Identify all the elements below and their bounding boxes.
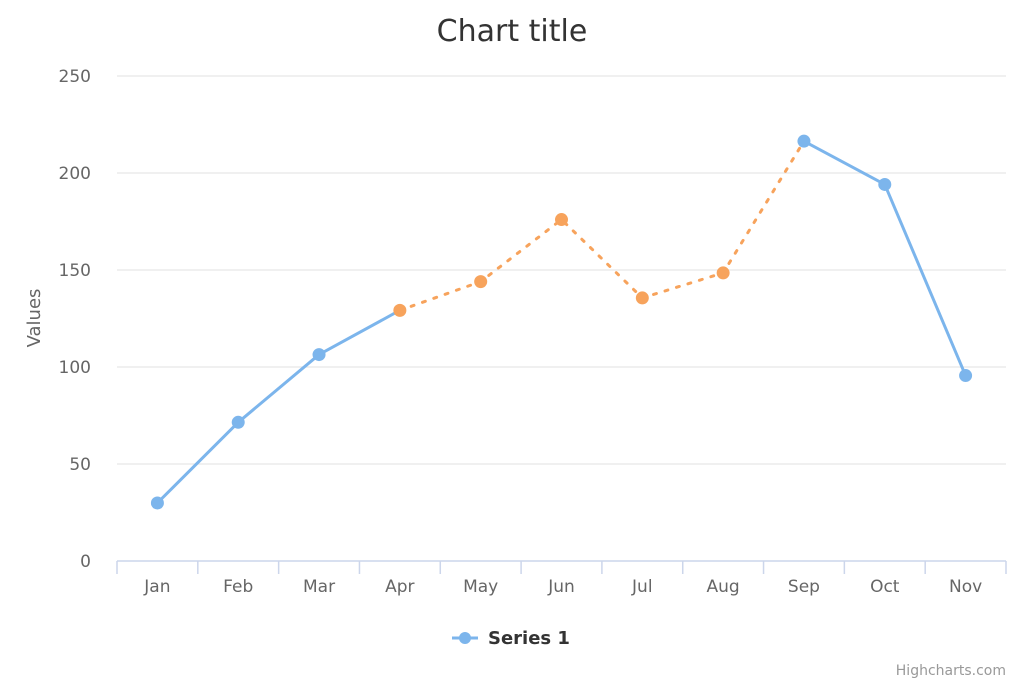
data-point-jan[interactable] — [150, 496, 164, 510]
data-point-oct[interactable] — [878, 177, 892, 191]
x-tick-label: Jul — [631, 577, 653, 597]
x-tick-label: Sep — [788, 577, 820, 597]
x-tick-label: Oct — [870, 577, 900, 597]
x-tick-label: Jan — [143, 577, 170, 597]
x-axis: Jan Feb Mar Apr May Jun Jul Aug Sep Oct Nov — [116, 560, 1007, 597]
data-point-may[interactable] — [474, 275, 488, 289]
y-tick-label: 50 — [69, 455, 91, 475]
legend[interactable]: Series 1 — [452, 628, 570, 649]
data-point-sep[interactable] — [797, 134, 811, 148]
series-line-solid — [156, 309, 401, 505]
legend-item-series-1[interactable]: Series 1 — [488, 628, 570, 649]
x-tick-label: Aug — [707, 577, 740, 597]
series-line-dotted — [398, 139, 806, 312]
x-tick-label: Nov — [949, 577, 982, 597]
y-tick-label: 150 — [59, 261, 91, 281]
data-point-aug[interactable] — [716, 266, 730, 280]
data-point-apr[interactable] — [393, 303, 407, 317]
y-tick-label: 200 — [59, 164, 91, 184]
grid-lines — [117, 75, 1006, 465]
x-tick-label: May — [463, 577, 498, 597]
credits-link[interactable]: Highcharts.com — [896, 663, 1006, 679]
series-points — [150, 134, 973, 510]
x-tick-label: Mar — [303, 577, 335, 597]
series-lines — [156, 139, 967, 505]
data-point-nov[interactable] — [959, 369, 973, 383]
y-axis-ticks: 0 50 100 150 200 250 — [59, 67, 91, 572]
chart-title: Chart title — [437, 14, 588, 49]
data-point-jul[interactable] — [635, 291, 649, 305]
x-tick-label: Apr — [385, 577, 414, 597]
data-point-mar[interactable] — [312, 348, 326, 362]
y-axis-title: Values — [24, 289, 45, 348]
legend-symbol-marker — [459, 632, 471, 644]
y-tick-label: 250 — [59, 67, 91, 87]
data-point-jun[interactable] — [555, 213, 568, 227]
series-line-solid — [803, 139, 967, 377]
y-tick-label: 0 — [80, 552, 91, 572]
x-tick-label: Jun — [547, 577, 575, 597]
x-tick-label: Feb — [223, 577, 253, 597]
y-tick-label: 100 — [59, 358, 91, 378]
data-point-feb[interactable] — [231, 415, 245, 429]
